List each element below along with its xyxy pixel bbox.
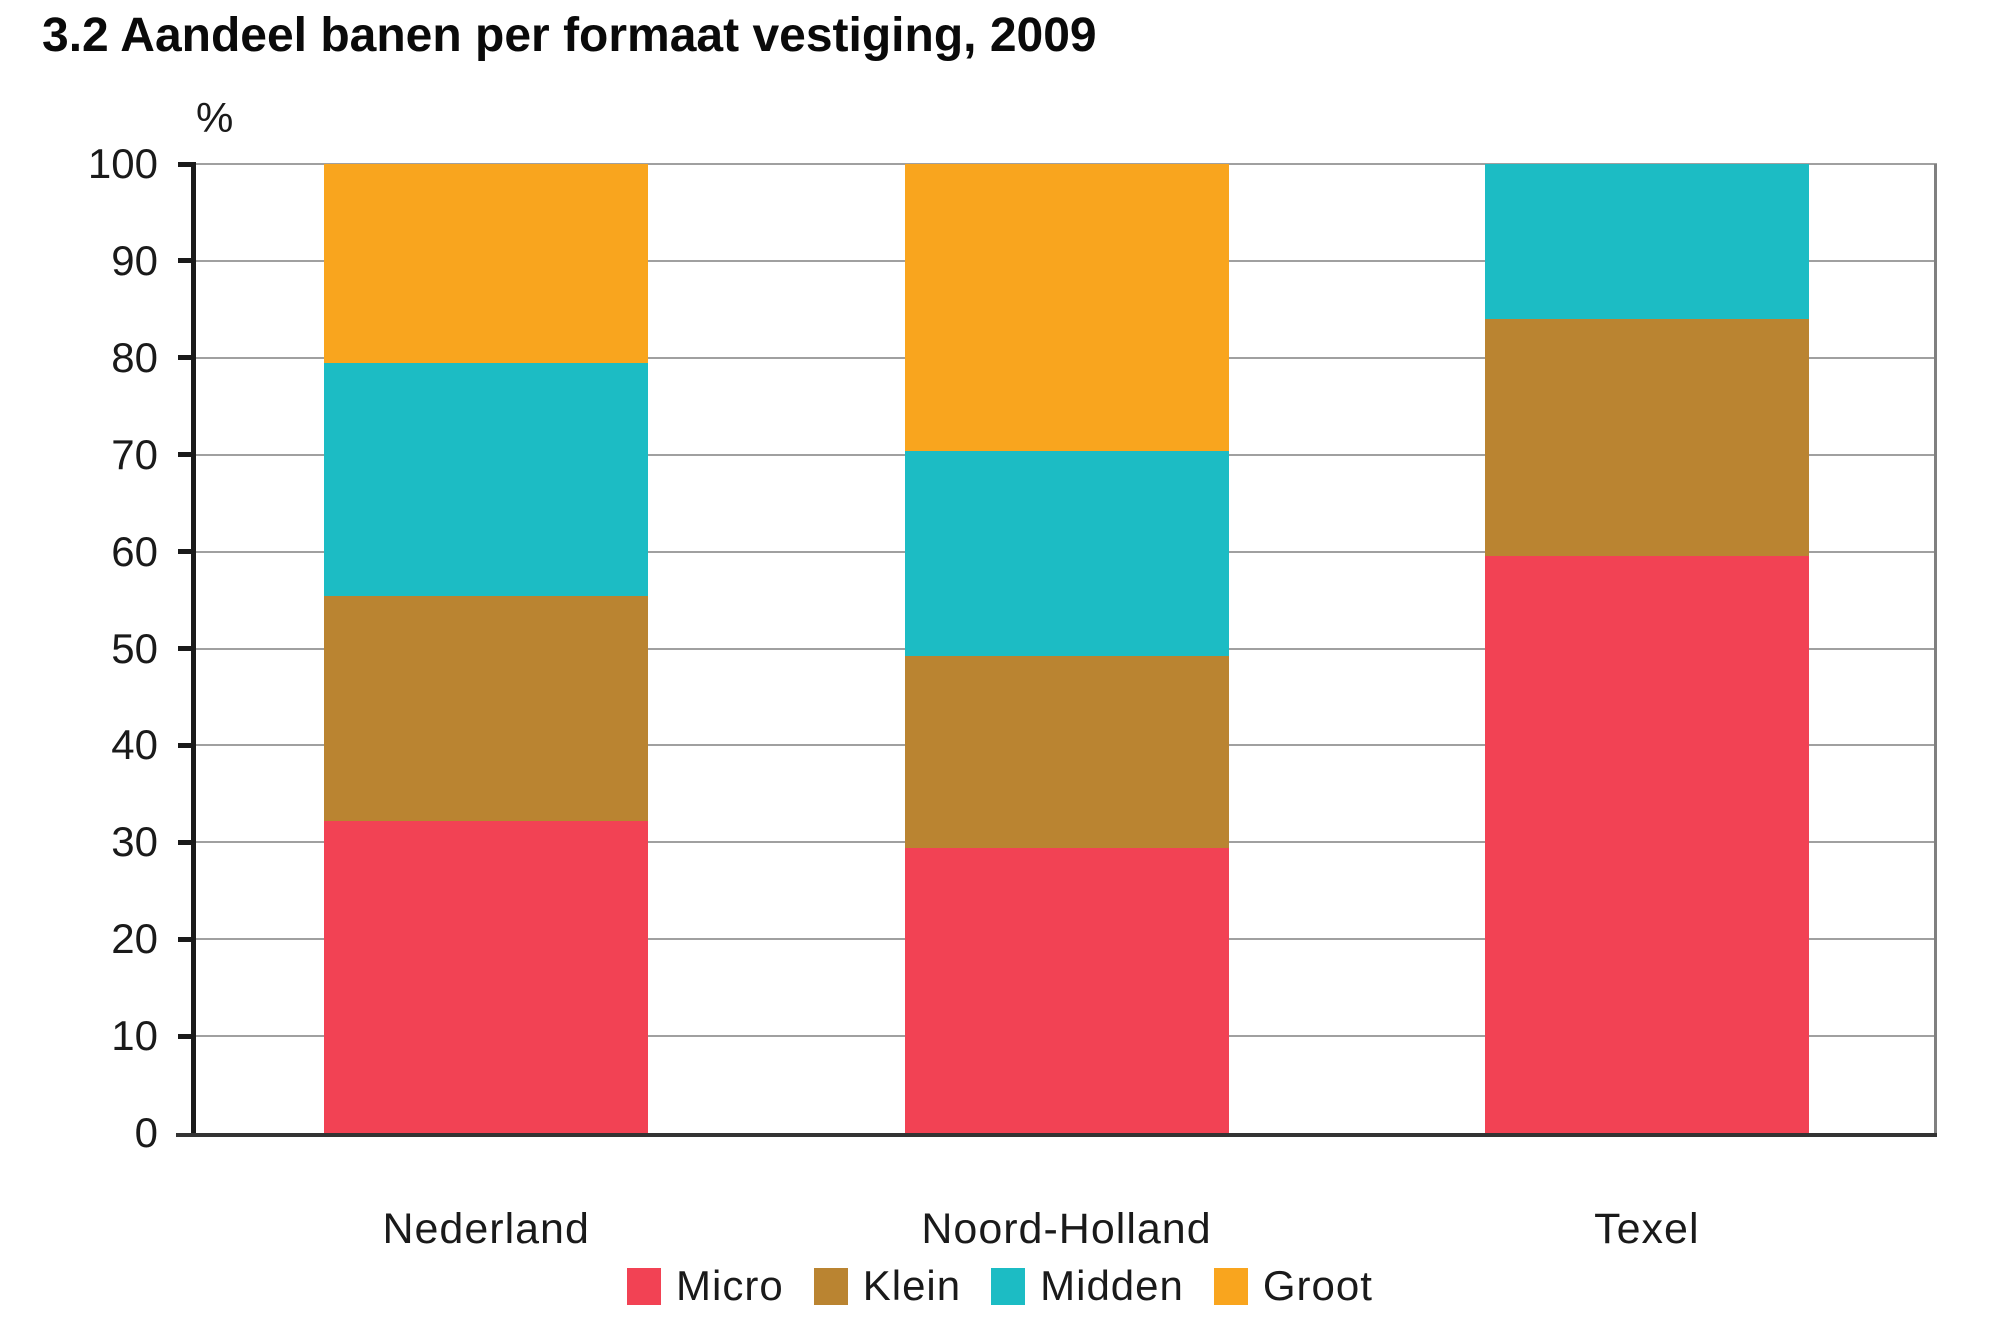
y-tick-label-30: 30 xyxy=(111,818,158,866)
y-tick-label-70: 70 xyxy=(111,430,158,478)
plot-right-border xyxy=(1934,164,1937,1133)
legend-label-klein: Klein xyxy=(862,1262,962,1309)
y-axis-unit-label: % xyxy=(196,94,234,141)
y-tick-label-20: 20 xyxy=(111,915,158,963)
chart-title: 3.2 Aandeel banen per formaat vestiging,… xyxy=(42,9,1097,62)
bar-segment-noord-holland-micro xyxy=(904,848,1229,1133)
bar-segment-texel-midden xyxy=(1484,164,1809,319)
legend-swatch-midden-icon xyxy=(991,1267,1026,1305)
y-tick-20 xyxy=(178,936,196,942)
y-tick-10 xyxy=(178,1033,196,1039)
x-axis-line xyxy=(176,1133,1937,1137)
bar-segment-noord-holland-klein xyxy=(904,656,1229,848)
y-tick-50 xyxy=(178,646,196,651)
bar-segment-noord-holland-midden xyxy=(904,451,1229,656)
y-tick-label-40: 40 xyxy=(111,721,158,769)
legend-item-klein: Klein xyxy=(813,1262,962,1310)
y-tick-label-100: 100 xyxy=(87,140,158,187)
legend-label-groot: Groot xyxy=(1262,1262,1373,1309)
y-tick-label-0: 0 xyxy=(134,1109,158,1156)
y-tick-label-10: 10 xyxy=(111,1012,158,1060)
y-tick-label-60: 60 xyxy=(111,527,158,575)
legend-item-groot: Groot xyxy=(1213,1262,1373,1310)
bar-segment-nederland-klein xyxy=(324,596,649,821)
legend-item-micro: Micro xyxy=(627,1262,784,1310)
y-tick-label-80: 80 xyxy=(111,333,158,381)
y-tick-70 xyxy=(178,452,196,458)
y-tick-100 xyxy=(178,161,196,167)
legend-swatch-groot-icon xyxy=(1213,1267,1248,1305)
bar-segment-noord-holland-groot xyxy=(904,164,1229,451)
y-tick-label-90: 90 xyxy=(111,236,158,284)
y-tick-90 xyxy=(178,258,196,264)
bar-segment-texel-micro xyxy=(1484,556,1809,1133)
y-tick-label-50: 50 xyxy=(111,624,158,672)
x-category-label-nederland: Nederland xyxy=(382,1205,590,1253)
y-tick-30 xyxy=(178,839,196,845)
bar-segment-nederland-midden xyxy=(324,363,649,596)
y-tick-40 xyxy=(178,742,196,748)
x-category-label-texel: Texel xyxy=(1594,1205,1700,1253)
y-tick-60 xyxy=(178,549,196,555)
bar-segment-texel-klein xyxy=(1484,319,1809,556)
legend-label-midden: Midden xyxy=(1040,1262,1184,1309)
plot-area: 0 10 20 30 40 50 60 70 80 90 100 Nederland Noord-Hol… xyxy=(88,140,1937,1253)
bar-segment-nederland-micro xyxy=(324,821,649,1133)
legend: Micro Klein Midden Groot xyxy=(0,1262,2000,1310)
bar-segment-nederland-groot xyxy=(324,164,649,363)
legend-swatch-klein-icon xyxy=(813,1267,848,1305)
y-tick-80 xyxy=(178,355,196,361)
legend-swatch-micro-icon xyxy=(627,1267,662,1305)
legend-label-micro: Micro xyxy=(676,1262,784,1309)
legend-item-midden: Midden xyxy=(991,1262,1184,1310)
x-category-label-noord-holland: Noord-Holland xyxy=(921,1205,1212,1253)
